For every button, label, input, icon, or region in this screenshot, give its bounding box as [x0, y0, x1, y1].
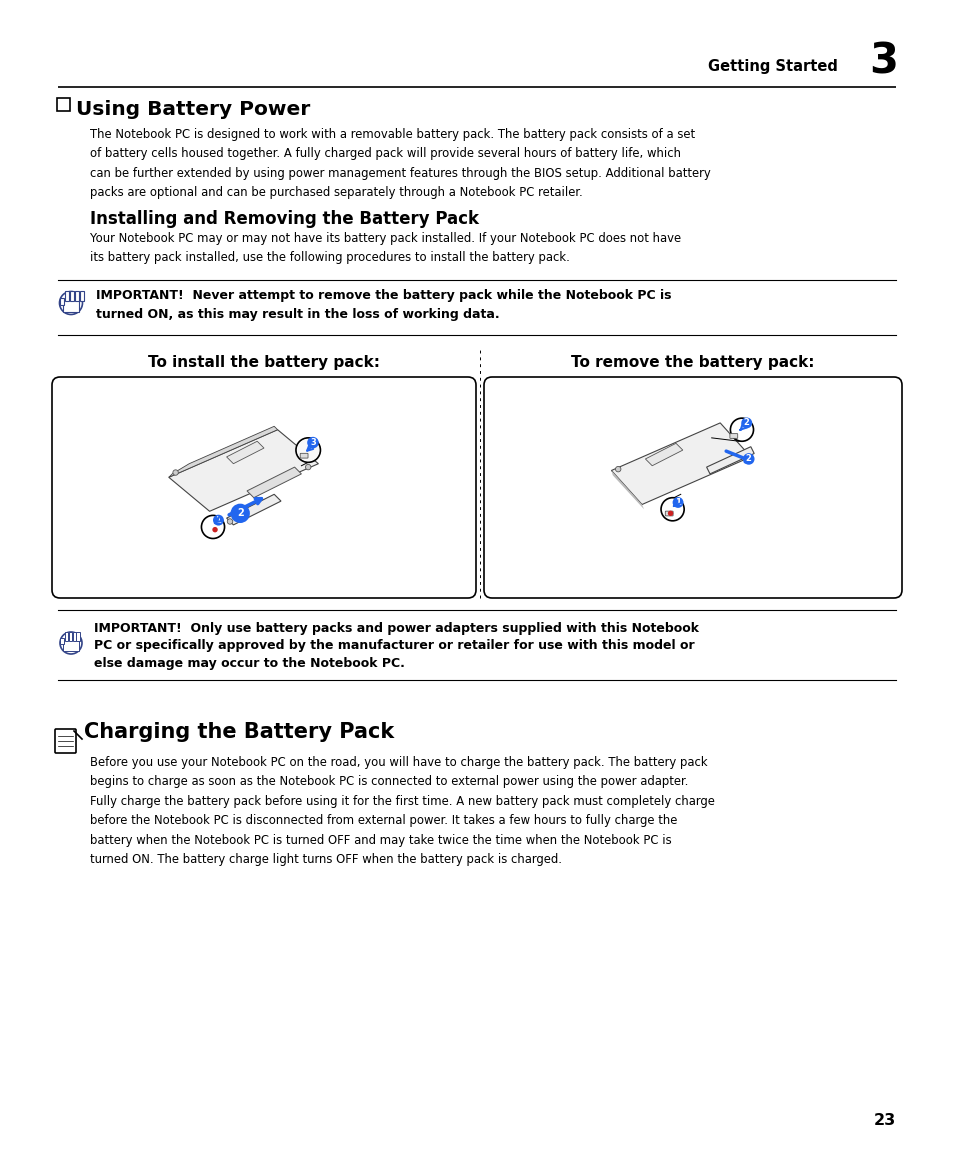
- Circle shape: [667, 511, 673, 516]
- Text: To install the battery pack:: To install the battery pack:: [148, 355, 379, 370]
- Text: of battery cells housed together. A fully charged pack will provide several hour: of battery cells housed together. A full…: [90, 148, 680, 161]
- Text: Installing and Removing the Battery Pack: Installing and Removing the Battery Pack: [90, 210, 478, 228]
- Circle shape: [742, 453, 754, 464]
- Circle shape: [615, 467, 620, 472]
- Text: 2: 2: [743, 418, 749, 427]
- Circle shape: [227, 519, 233, 524]
- Text: else damage may occur to the Notebook PC.: else damage may occur to the Notebook PC…: [94, 657, 404, 670]
- Text: 3: 3: [310, 438, 315, 447]
- Circle shape: [672, 497, 682, 508]
- Bar: [57, 98, 70, 111]
- Bar: [60, 298, 64, 305]
- Text: turned ON. The battery charge light turns OFF when the battery pack is charged.: turned ON. The battery charge light turn…: [90, 854, 561, 866]
- Bar: [65, 291, 69, 301]
- Circle shape: [172, 470, 178, 475]
- Text: Fully charge the battery pack before using it for the first time. A new battery : Fully charge the battery pack before usi…: [90, 795, 714, 808]
- Polygon shape: [227, 441, 264, 463]
- Circle shape: [232, 505, 249, 522]
- Text: Before you use your Notebook PC on the road, you will have to charge the battery: Before you use your Notebook PC on the r…: [90, 757, 707, 769]
- Polygon shape: [611, 423, 750, 505]
- Bar: [69, 632, 71, 641]
- Bar: [63, 300, 79, 312]
- FancyBboxPatch shape: [729, 433, 737, 439]
- Bar: [63, 640, 78, 651]
- Text: 1: 1: [215, 515, 221, 524]
- Polygon shape: [227, 494, 281, 524]
- Text: Your Notebook PC may or may not have its battery pack installed. If your Noteboo: Your Notebook PC may or may not have its…: [90, 232, 680, 245]
- Text: begins to charge as soon as the Notebook PC is connected to external power using: begins to charge as soon as the Notebook…: [90, 775, 688, 789]
- Text: PC or specifically approved by the manufacturer or retailer for use with this mo: PC or specifically approved by the manuf…: [94, 640, 694, 653]
- Text: 2: 2: [745, 454, 751, 463]
- Circle shape: [201, 515, 224, 538]
- Polygon shape: [169, 430, 318, 512]
- Circle shape: [297, 439, 318, 461]
- FancyBboxPatch shape: [664, 512, 673, 516]
- Text: To remove the battery pack:: To remove the battery pack:: [571, 355, 814, 370]
- FancyBboxPatch shape: [300, 454, 308, 459]
- Text: can be further extended by using power management features through the BIOS setu: can be further extended by using power m…: [90, 167, 710, 180]
- Bar: [75, 291, 79, 301]
- Text: 1: 1: [675, 498, 680, 507]
- Circle shape: [660, 498, 683, 521]
- Bar: [70, 291, 74, 301]
- Bar: [79, 291, 84, 301]
- Text: 23: 23: [873, 1113, 895, 1128]
- Circle shape: [213, 515, 224, 526]
- FancyBboxPatch shape: [55, 729, 76, 753]
- Polygon shape: [611, 470, 643, 509]
- Circle shape: [305, 464, 311, 470]
- Text: The Notebook PC is designed to work with a removable battery pack. The battery p: The Notebook PC is designed to work with…: [90, 128, 695, 141]
- Circle shape: [730, 418, 753, 441]
- Polygon shape: [247, 467, 301, 498]
- FancyBboxPatch shape: [52, 377, 476, 598]
- Text: IMPORTANT!  Only use battery packs and power adapters supplied with this Noteboo: IMPORTANT! Only use battery packs and po…: [94, 623, 699, 635]
- Circle shape: [740, 417, 751, 429]
- Text: packs are optional and can be purchased separately through a Notebook PC retaile: packs are optional and can be purchased …: [90, 186, 582, 200]
- Text: Charging the Battery Pack: Charging the Battery Pack: [84, 722, 394, 742]
- Polygon shape: [169, 426, 277, 477]
- Text: its battery pack installed, use the following procedures to install the battery : its battery pack installed, use the foll…: [90, 252, 569, 264]
- Bar: [65, 632, 68, 641]
- Circle shape: [213, 527, 217, 532]
- Bar: [60, 638, 64, 644]
- Text: 2: 2: [236, 508, 243, 519]
- Circle shape: [295, 438, 320, 462]
- Text: before the Notebook PC is disconnected from external power. It takes a few hours: before the Notebook PC is disconnected f…: [90, 814, 677, 827]
- Circle shape: [307, 437, 318, 448]
- Text: turned ON, as this may result in the loss of working data.: turned ON, as this may result in the los…: [96, 308, 499, 321]
- Text: IMPORTANT!  Never attempt to remove the battery pack while the Notebook PC is: IMPORTANT! Never attempt to remove the b…: [96, 289, 671, 301]
- FancyBboxPatch shape: [483, 377, 901, 598]
- Text: battery when the Notebook PC is turned OFF and may take twice the time when the : battery when the Notebook PC is turned O…: [90, 834, 671, 847]
- Circle shape: [60, 632, 82, 654]
- Text: Getting Started: Getting Started: [707, 59, 837, 74]
- Polygon shape: [706, 447, 754, 474]
- Text: 3: 3: [868, 40, 897, 83]
- Bar: [72, 632, 76, 641]
- Bar: [76, 632, 79, 641]
- Circle shape: [745, 454, 751, 460]
- Text: Using Battery Power: Using Battery Power: [76, 100, 310, 119]
- Polygon shape: [645, 444, 682, 465]
- Circle shape: [59, 291, 82, 314]
